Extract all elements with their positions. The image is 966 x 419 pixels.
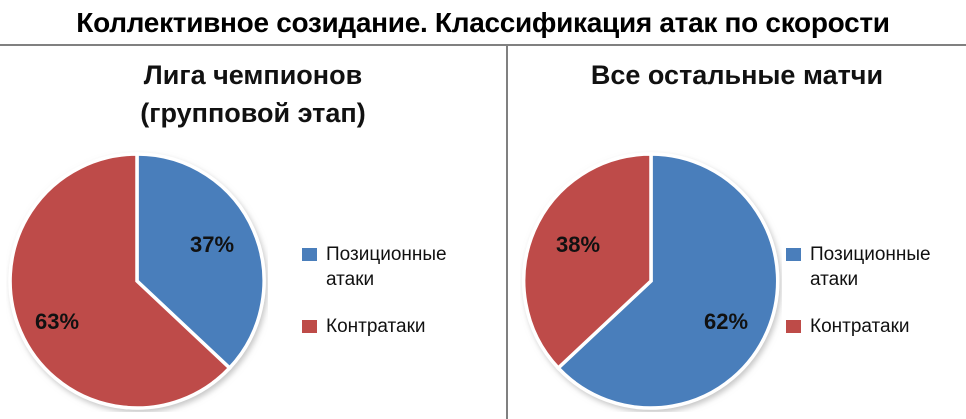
panel-heading-right: Все остальные матчи [508,56,966,94]
panel-divider-rule [506,45,508,419]
legend-swatch-positional-icon [302,248,317,261]
legend-swatch-positional-icon [786,248,801,261]
legend-label-counter-right: Контратаки [810,316,910,337]
panel-heading-right-line1: Все остальные матчи [590,60,884,90]
pie-slice-positional-right [555,152,780,410]
legend-item-positional-right[interactable]: Позиционные атаки [786,242,966,292]
legend-left: Позиционные атаки Контратаки [302,242,492,361]
legend-swatch-counter-icon [302,320,317,333]
pie-slice-counter-left [8,152,233,410]
pie-chart-champions-league[interactable]: 37% 63% [6,150,268,412]
panel-heading-left-line2: (групповой этап) [140,98,366,128]
legend-item-positional-left[interactable]: Позиционные атаки [302,242,492,292]
legend-label-counter-left: Контратаки [326,316,426,337]
title-divider-rule [0,44,966,46]
legend-item-counter-right[interactable]: Контратаки [786,314,966,339]
panel-heading-left-line1: Лига чемпионов [143,60,363,90]
legend-label-positional-left: Позиционные атаки [326,244,447,290]
page-title: Коллективное созидание. Классификация ат… [76,7,890,38]
legend-item-counter-left[interactable]: Контратаки [302,314,492,339]
legend-swatch-counter-icon [786,320,801,333]
legend-right: Позиционные атаки Контратаки [786,242,966,361]
pie-chart-all-other-matches[interactable]: 38% 62% [520,150,782,412]
legend-label-positional-right: Позиционные атаки [810,244,931,290]
panel-heading-left: Лига чемпионов (групповой этап) [0,56,506,132]
pie-slice-positional-left [135,152,266,371]
panel-champions-league: Лига чемпионов (групповой этап) 37% 63% [0,46,506,419]
pie-slice-counter-right [522,152,653,371]
panel-all-other-matches: Все остальные матчи 38% 62% [508,46,966,419]
